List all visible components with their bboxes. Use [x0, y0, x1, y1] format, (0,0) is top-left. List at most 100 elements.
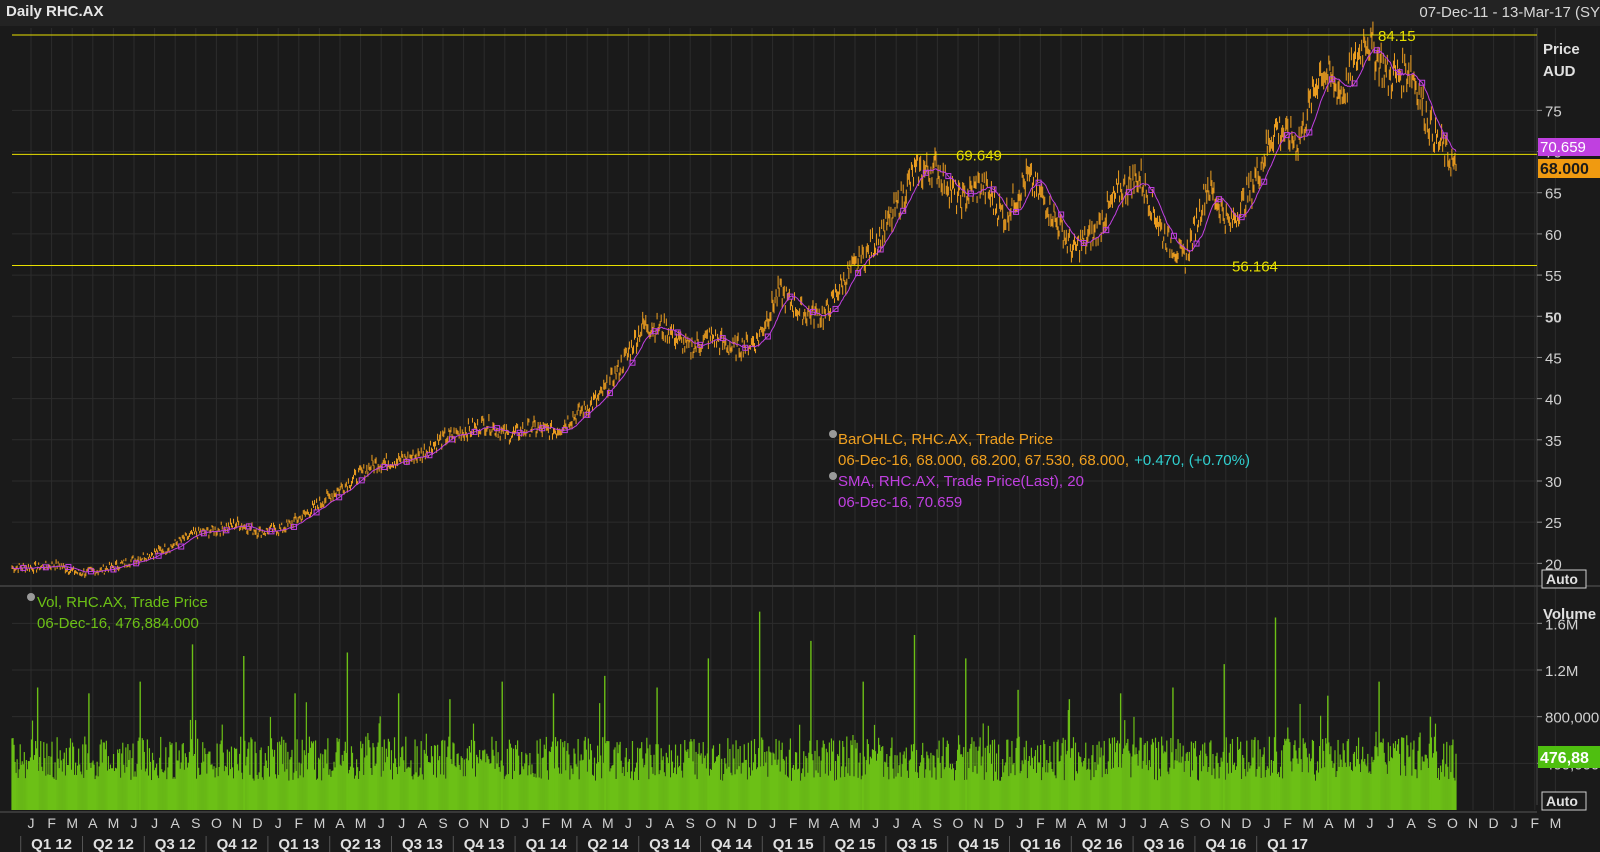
- chart-grid: [12, 28, 1556, 810]
- sma-marker: [1058, 211, 1065, 218]
- month-label: M: [561, 815, 573, 831]
- month-label: J: [1367, 815, 1374, 831]
- month-label: F: [1531, 815, 1540, 831]
- sma-marker: [426, 452, 433, 459]
- month-label: D: [253, 815, 263, 831]
- volume-bars: [11, 611, 1457, 810]
- month-label: J: [28, 815, 35, 831]
- sma-marker: [1125, 189, 1132, 196]
- sma-marker: [223, 527, 230, 534]
- sma-legend-icon[interactable]: [829, 472, 837, 480]
- sma-marker: [1374, 47, 1381, 54]
- sma-marker: [1238, 214, 1245, 221]
- month-label: F: [1036, 815, 1045, 831]
- price-tick-label: 35: [1545, 433, 1562, 450]
- sma-marker: [403, 458, 410, 465]
- quarter-label: Q1 15: [773, 836, 814, 852]
- month-label: A: [1407, 815, 1417, 831]
- month-label: O: [1200, 815, 1211, 831]
- price-tick-label: 45: [1545, 350, 1562, 367]
- level-label: 69.649: [956, 147, 1002, 164]
- month-label: A: [1159, 815, 1169, 831]
- price-last-value: 68.000: [1540, 161, 1589, 178]
- quarter-label: Q4 12: [217, 836, 258, 852]
- month-label: M: [1302, 815, 1314, 831]
- month-label: J: [131, 815, 138, 831]
- month-label: F: [47, 815, 56, 831]
- level-label: 56.164: [1232, 259, 1278, 276]
- sma-marker: [1193, 240, 1200, 247]
- month-label: A: [1077, 815, 1087, 831]
- date-range[interactable]: 07-Dec-11 - 13-Mar-17 (SY: [1419, 4, 1600, 21]
- quarter-label: Q1 12: [31, 836, 72, 852]
- volume-legend-title: Vol, RHC.AX, Trade Price: [37, 594, 208, 611]
- month-label: S: [686, 815, 695, 831]
- sma-marker: [1103, 227, 1110, 234]
- bar-legend-values: 06-Dec-16, 68.000, 68.200, 67.530, 68.00…: [838, 452, 1250, 469]
- month-label: N: [974, 815, 984, 831]
- month-label: M: [314, 815, 326, 831]
- panel-separator[interactable]: [0, 585, 1600, 587]
- sma-marker: [1080, 240, 1087, 247]
- volume-auto-button[interactable]: [1541, 791, 1587, 811]
- volume-legend-icon[interactable]: [27, 593, 35, 601]
- sma-marker: [448, 436, 455, 443]
- quarter-label: Q4 14: [711, 836, 753, 852]
- sma-marker: [245, 523, 252, 530]
- bar-legend-icon[interactable]: [829, 430, 837, 438]
- month-label: J: [646, 815, 653, 831]
- price-bars: [11, 21, 1457, 578]
- month-label: J: [398, 815, 405, 831]
- sma-marker: [922, 169, 929, 176]
- month-label: J: [1140, 815, 1147, 831]
- sma-marker: [87, 568, 94, 575]
- level-lines: 84.15 69.649 56.164: [12, 28, 1537, 276]
- sma-last-badge: [1538, 138, 1600, 156]
- month-label: O: [211, 815, 222, 831]
- sma-marker: [178, 543, 185, 550]
- month-label: S: [191, 815, 200, 831]
- price-last-badge: [1538, 159, 1600, 178]
- sma-marker: [900, 207, 907, 214]
- sma-marker: [697, 341, 704, 348]
- sma-marker: [1035, 179, 1042, 186]
- month-label: M: [66, 815, 78, 831]
- month-label: J: [1016, 815, 1023, 831]
- month-label: D: [500, 815, 510, 831]
- sma-legend-values: 06-Dec-16, 70.659: [838, 494, 962, 511]
- month-label: M: [1096, 815, 1108, 831]
- month-label: N: [1468, 815, 1478, 831]
- volume-last-badge: [1538, 746, 1600, 768]
- sma-marker: [313, 509, 320, 516]
- month-label: A: [418, 815, 428, 831]
- sma-marker: [584, 411, 591, 418]
- month-label: M: [849, 815, 861, 831]
- price-tick-label: 75: [1545, 103, 1562, 120]
- sma-marker: [674, 329, 681, 336]
- sma-markers: [20, 47, 1448, 575]
- sma-marker: [336, 494, 343, 501]
- quarter-labels: Q1 12 Q2 12 Q3 12 Q4 12 Q1 13 Q2 13 Q3 13 Q4 13…: [20, 836, 1308, 852]
- month-label: A: [335, 815, 345, 831]
- quarter-label: Q1 17: [1267, 836, 1308, 852]
- sma-marker: [268, 528, 275, 535]
- month-label: N: [479, 815, 489, 831]
- sma-marker: [764, 333, 771, 340]
- sma-marker: [1261, 178, 1268, 185]
- sma-marker: [1013, 208, 1020, 215]
- price-auto-button[interactable]: [1541, 569, 1587, 589]
- month-label: J: [625, 815, 632, 831]
- bar-legend-title: BarOHLC, RHC.AX, Trade Price: [838, 431, 1053, 448]
- month-label: A: [583, 815, 593, 831]
- volume-last-value: 476,88: [1540, 750, 1589, 767]
- quarter-label: Q3 14: [649, 836, 691, 852]
- month-label: S: [933, 815, 942, 831]
- sma-marker: [855, 270, 862, 277]
- volume-legend-values: 06-Dec-16, 476,884.000: [37, 615, 199, 632]
- quarter-label: Q2 12: [93, 836, 134, 852]
- month-label: J: [872, 815, 879, 831]
- month-label: A: [1324, 815, 1334, 831]
- quarter-label: Q2 14: [587, 836, 629, 852]
- quarter-label: Q3 12: [155, 836, 196, 852]
